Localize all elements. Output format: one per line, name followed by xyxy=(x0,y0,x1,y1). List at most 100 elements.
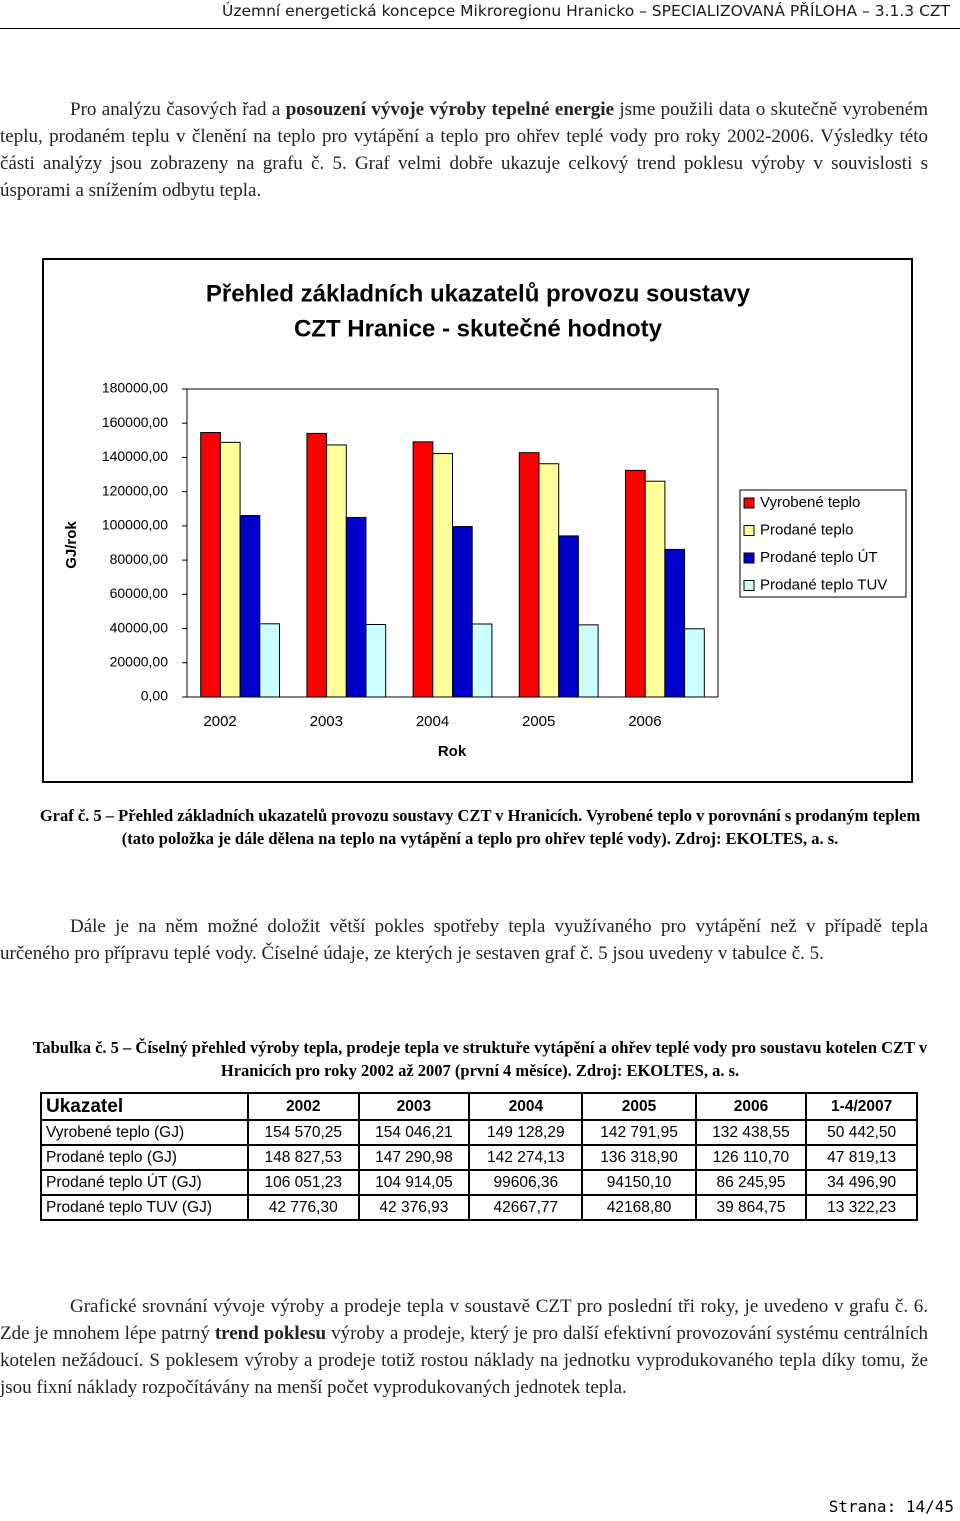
table-cell: 148 827,53 xyxy=(246,1144,360,1171)
table-cell: 147 290,98 xyxy=(357,1144,471,1171)
bar xyxy=(644,480,666,698)
x-tick-label: 2004 xyxy=(416,713,449,730)
table-cell: 42 376,93 xyxy=(357,1194,471,1221)
text-run: výroby a prodeje, který je pro další efe… xyxy=(0,1323,928,1398)
y-tick-label: 100000,00 xyxy=(102,517,168,533)
bar xyxy=(518,452,540,698)
bar xyxy=(432,453,453,698)
header-cell: 2005 xyxy=(581,1092,697,1121)
table-cell: 99606,36 xyxy=(468,1169,584,1196)
table-cell: Vyrobené teplo (GJ) xyxy=(40,1119,249,1146)
table-cell: 34 496,90 xyxy=(805,1169,918,1196)
table-cell: 154 570,25 xyxy=(246,1119,360,1146)
data-table: Ukazatel 2002 2003 2004 2005 2006 1-4/2007 Vyro… xyxy=(40,1092,918,1221)
table-cell: 149 128,29 xyxy=(468,1119,584,1146)
table-cell: Prodané teplo (GJ) xyxy=(40,1144,249,1171)
bar xyxy=(577,624,599,698)
table-cell: 136 318,90 xyxy=(581,1144,697,1171)
table-cell: Prodané teplo TUV (GJ) xyxy=(40,1194,249,1221)
bar xyxy=(625,469,646,698)
text-run: trend poklesu xyxy=(214,1323,327,1344)
bar xyxy=(200,432,221,698)
bar xyxy=(306,432,328,698)
bar xyxy=(684,628,705,698)
legend-swatch xyxy=(743,525,755,536)
paragraph: Dále je na něm možné doložit větší pokle… xyxy=(0,913,928,967)
bar xyxy=(452,526,473,698)
table-cell: 42 776,30 xyxy=(246,1194,360,1221)
legend-entry: Vyrobené teplo xyxy=(760,494,860,511)
header-cell: 2006 xyxy=(694,1092,808,1121)
header-cell: Ukazatel xyxy=(40,1092,249,1121)
table-row: Prodané teplo ÚT (GJ) 106 051,23 104 914,0… xyxy=(40,1169,918,1196)
table-cell: 86 245,95 xyxy=(694,1169,808,1196)
table-caption: Tabulka č. 5 – Číselný přehled výroby te… xyxy=(32,1038,928,1080)
text-run: Dále je na něm možné doložit větší pokle… xyxy=(0,916,928,964)
legend-swatch xyxy=(743,552,755,564)
x-tick-label: 2005 xyxy=(522,713,555,730)
chart-subtitle: CZT Hranice - skutečné hodnoty xyxy=(294,315,663,342)
header-cell: 2003 xyxy=(357,1092,471,1121)
x-tick-label: 2002 xyxy=(203,713,236,730)
y-tick-label: 60000,00 xyxy=(110,585,169,601)
legend-box xyxy=(739,489,907,598)
text-run: Grafické srovnání vývoje výroby a prodej… xyxy=(0,1296,928,1344)
table-cell: 13 322,23 xyxy=(805,1194,918,1221)
chart-caption: Graf č. 5 – Přehled základních ukazatelů… xyxy=(39,806,921,848)
bar xyxy=(538,463,560,698)
table-cell: 42168,80 xyxy=(581,1194,697,1221)
table-cell: 104 914,05 xyxy=(357,1169,471,1196)
header-rule xyxy=(0,28,960,29)
bar xyxy=(259,623,281,698)
bar xyxy=(558,535,579,698)
bar xyxy=(471,623,493,698)
table-cell: 132 438,55 xyxy=(694,1119,808,1146)
bar xyxy=(219,441,241,698)
legend-swatch xyxy=(743,580,755,591)
bar xyxy=(412,441,434,698)
y-axis-label: GJ/rok xyxy=(63,521,80,569)
header-row: Ukazatel 2002 2003 2004 2005 2006 1-4/2007 xyxy=(40,1092,918,1121)
table-cell: 94150,10 xyxy=(581,1169,697,1196)
chart-title: Přehled základních ukazatelů provozu sou… xyxy=(206,280,751,307)
bar xyxy=(664,548,686,698)
y-tick-label: 120000,00 xyxy=(102,482,168,498)
y-tick-label: 0,00 xyxy=(141,688,168,704)
legend-entry: Prodané teplo TUV xyxy=(760,576,887,593)
y-tick-label: 80000,00 xyxy=(110,551,169,567)
table-cell: 42667,77 xyxy=(468,1194,584,1221)
table-cell: Prodané teplo ÚT (GJ) xyxy=(40,1169,249,1196)
table-cell: 142 274,13 xyxy=(468,1144,584,1171)
table-cell: 142 791,95 xyxy=(581,1119,697,1146)
table-row: Prodané teplo TUV (GJ) 42 776,30 42 376,93… xyxy=(40,1194,918,1221)
header-cell: 2004 xyxy=(468,1092,584,1121)
text-run: Pro analýzu časových řad a xyxy=(70,99,286,120)
text-run: posouzení vývoje výroby tepelné energie xyxy=(285,99,615,120)
x-tick-label: 2003 xyxy=(310,713,343,730)
bar xyxy=(365,623,387,698)
table-cell: 47 819,13 xyxy=(805,1144,918,1171)
legend-entry: Prodané teplo xyxy=(760,521,853,538)
bar xyxy=(239,515,261,698)
table-cell: 39 864,75 xyxy=(694,1194,808,1221)
y-tick-label: 20000,00 xyxy=(110,653,169,669)
header-cell: 2002 xyxy=(246,1092,360,1121)
x-axis-label: Rok xyxy=(438,743,467,760)
y-tick-label: 160000,00 xyxy=(102,414,168,430)
x-tick-label: 2006 xyxy=(628,713,661,730)
bar xyxy=(326,444,347,698)
paragraph: Pro analýzu časových řad a posouzení výv… xyxy=(0,96,928,204)
table-row: Vyrobené teplo (GJ) 154 570,25 154 046,21 1… xyxy=(40,1119,918,1146)
y-tick-label: 180000,00 xyxy=(102,380,168,396)
table-row: Prodané teplo (GJ) 148 827,53 147 290,98 14… xyxy=(40,1144,918,1171)
table-cell: 106 051,23 xyxy=(246,1169,360,1196)
table-cell: 154 046,21 xyxy=(357,1119,471,1146)
page-header: Územní energetická koncepce Mikroregionu… xyxy=(221,2,950,20)
y-tick-label: 140000,00 xyxy=(102,448,168,464)
page-number: Strana: 14/45 xyxy=(828,1497,954,1516)
legend-entry: Prodané teplo ÚT xyxy=(760,549,878,566)
table-cell: 126 110,70 xyxy=(694,1144,808,1171)
paragraph: Grafické srovnání vývoje výroby a prodej… xyxy=(0,1293,928,1401)
y-tick-label: 40000,00 xyxy=(110,619,169,635)
